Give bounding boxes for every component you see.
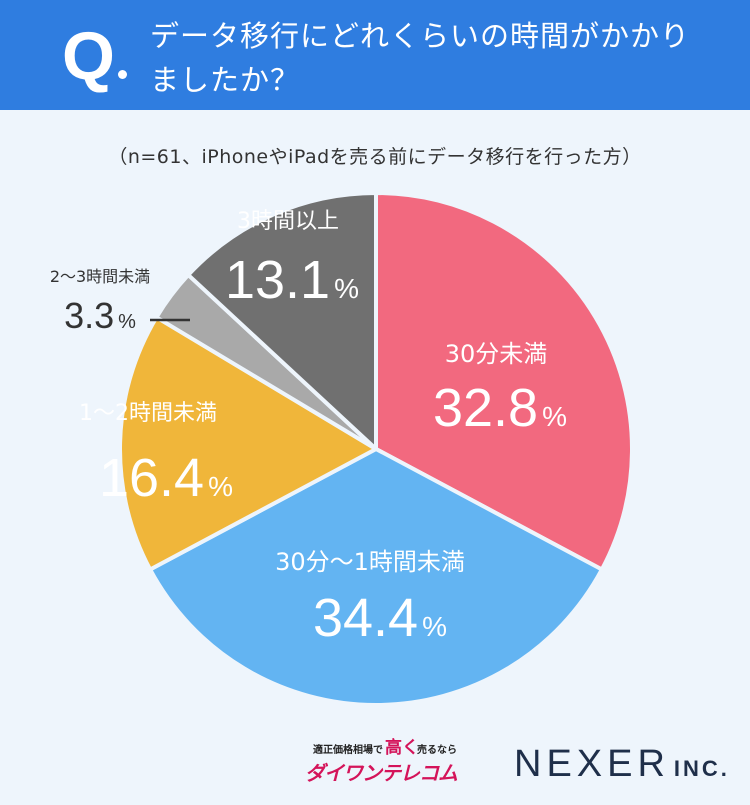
question-header: Q データ移行にどれくらいの時間がかかり ましたか？ bbox=[0, 0, 750, 110]
slice-value: 16.4% bbox=[99, 448, 233, 508]
slice-label: 2～3時間未満 bbox=[50, 267, 150, 286]
slice-value: 32.8% bbox=[433, 378, 567, 438]
logo-tagline: 適正価格相場で bbox=[313, 745, 383, 756]
logo-takaku: 高く bbox=[385, 738, 419, 758]
q-dot bbox=[118, 70, 127, 79]
pie-slice bbox=[148, 447, 604, 707]
pie-slice bbox=[374, 191, 634, 572]
daiwan-telecom-logo: 適正価格相場で 高く 売るなら ダイワンテレコム bbox=[305, 735, 480, 785]
slice-value: 13.1% bbox=[225, 250, 359, 310]
sample-note: （n=61、iPhoneやiPadを売る前にデータ移行を行った方） bbox=[108, 146, 642, 168]
logo-brand: ダイワンテレコム bbox=[305, 761, 458, 785]
logo-sell: 売るなら bbox=[417, 745, 457, 756]
slice-label: 30分未満 bbox=[445, 340, 548, 368]
slice-value: 3.3% bbox=[64, 295, 136, 336]
question-text: データ移行にどれくらいの時間がかかり ましたか？ bbox=[150, 14, 730, 102]
question-line-2: ましたか？ bbox=[150, 63, 301, 97]
nexer-logo: NEXER INC. bbox=[514, 743, 730, 786]
slice-value: 34.4% bbox=[313, 588, 447, 648]
q-mark: Q bbox=[62, 18, 115, 94]
nexer-name: NEXER bbox=[514, 743, 670, 785]
nexer-suffix: INC. bbox=[673, 756, 730, 781]
slice-label: 1～2時間未満 bbox=[79, 401, 217, 426]
pie-slice bbox=[186, 191, 378, 451]
slice-label: 3時間以上 bbox=[237, 209, 339, 234]
question-line-1: データ移行にどれくらいの時間がかかり bbox=[150, 19, 691, 53]
slice-label: 30分～1時間未満 bbox=[275, 548, 465, 576]
pie-slice bbox=[118, 315, 378, 572]
